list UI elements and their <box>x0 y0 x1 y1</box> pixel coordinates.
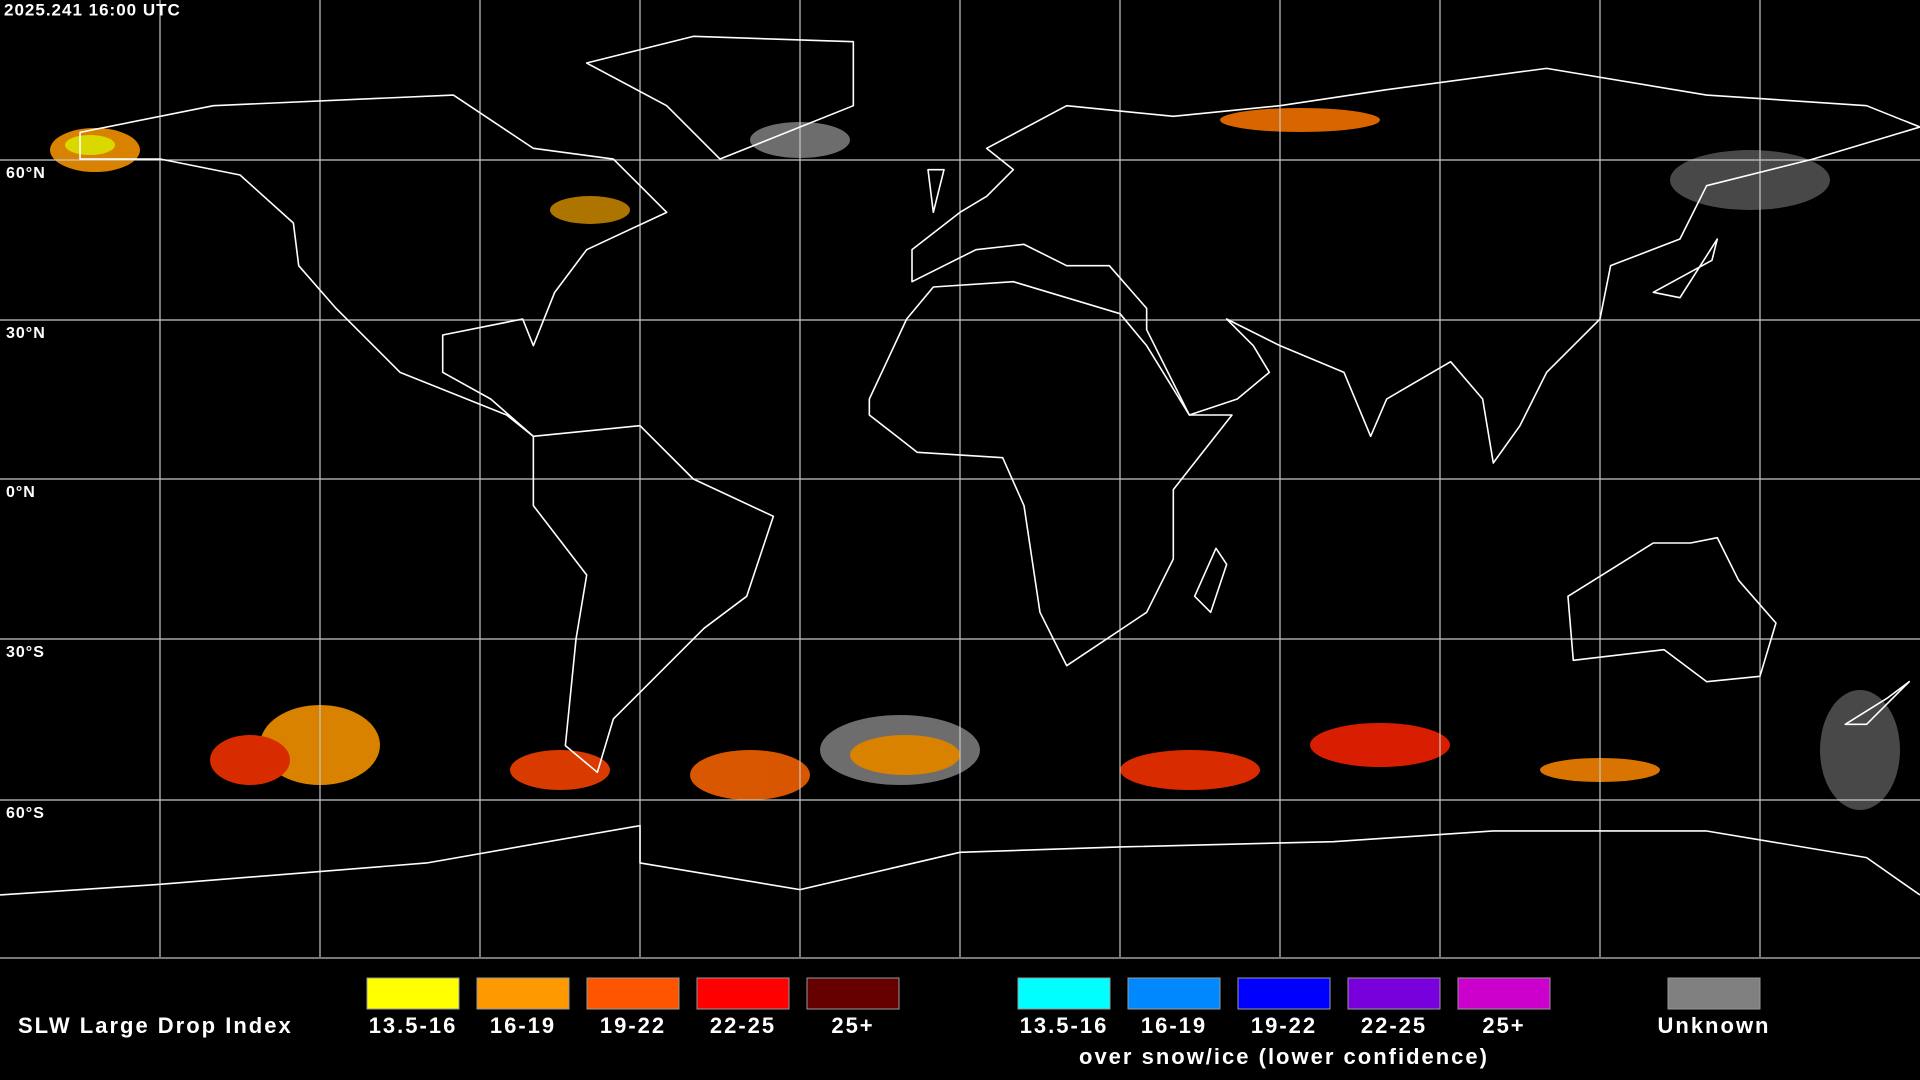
cloud-patch <box>1220 108 1380 132</box>
coastline <box>1568 538 1776 682</box>
cloud-patch <box>850 735 960 775</box>
legend-label: 16-19 <box>490 1013 556 1038</box>
legend-label: 25+ <box>1482 1013 1525 1038</box>
cloud-patch <box>690 750 810 800</box>
coastline <box>912 68 1920 463</box>
cloud-patch <box>1670 150 1830 210</box>
coastline <box>928 170 1909 725</box>
legend-swatch <box>1347 977 1441 1010</box>
legend-swatch <box>1237 977 1331 1010</box>
legend-label: Unknown <box>1658 1013 1771 1038</box>
cloud-patch <box>1120 750 1260 790</box>
legend-swatch <box>1017 977 1111 1010</box>
coastline <box>869 282 1232 666</box>
legend-label: 16-19 <box>1141 1013 1207 1038</box>
cloud-patch <box>1820 690 1900 810</box>
legend-swatch <box>586 977 680 1010</box>
cloud-patch <box>510 750 610 790</box>
cloud-patch <box>65 135 115 155</box>
latitude-label: 60°N <box>6 165 46 182</box>
legend-swatch <box>1457 977 1551 1010</box>
latitude-label: 30°S <box>6 644 45 661</box>
legend: 13.5-16 16-19 19-22 22-25 25+ 13.5-16 16-19 19-… <box>366 977 1771 1069</box>
legend-label: 19-22 <box>600 1013 666 1038</box>
legend-label: 22-25 <box>1361 1013 1427 1038</box>
legend-swatch <box>1667 977 1761 1010</box>
latitude-label: 60°S <box>6 805 45 822</box>
legend-label: 22-25 <box>710 1013 776 1038</box>
legend-label: 19-22 <box>1251 1013 1317 1038</box>
cloud-field <box>50 108 1900 810</box>
latitude-label: 0°N <box>6 484 36 501</box>
legend-label: 13.5-16 <box>1020 1013 1109 1038</box>
legend-swatch <box>1127 977 1221 1010</box>
timestamp: 2025.241 16:00 UTC <box>4 0 181 19</box>
legend-title: SLW Large Drop Index <box>18 1013 293 1038</box>
legend-swatch <box>696 977 790 1010</box>
coastline <box>0 826 1920 895</box>
legend-label: 13.5-16 <box>369 1013 458 1038</box>
cloud-patch <box>210 735 290 785</box>
legend-swatch <box>366 977 460 1010</box>
coastline <box>587 36 854 159</box>
coastlines <box>0 36 1920 895</box>
coastline <box>80 95 667 436</box>
legend-caption: over snow/ice (lower confidence) <box>1079 1044 1489 1069</box>
cloud-patch <box>550 196 630 224</box>
legend-swatch <box>476 977 570 1010</box>
legend-swatch <box>806 977 900 1010</box>
latitude-labels: 60°N 30°N 0°N 30°S 60°S <box>6 165 46 822</box>
cloud-patch <box>1310 723 1450 767</box>
latitude-label: 30°N <box>6 325 46 342</box>
coastline <box>533 426 773 773</box>
legend-label: 25+ <box>831 1013 874 1038</box>
graticule <box>0 0 1920 959</box>
